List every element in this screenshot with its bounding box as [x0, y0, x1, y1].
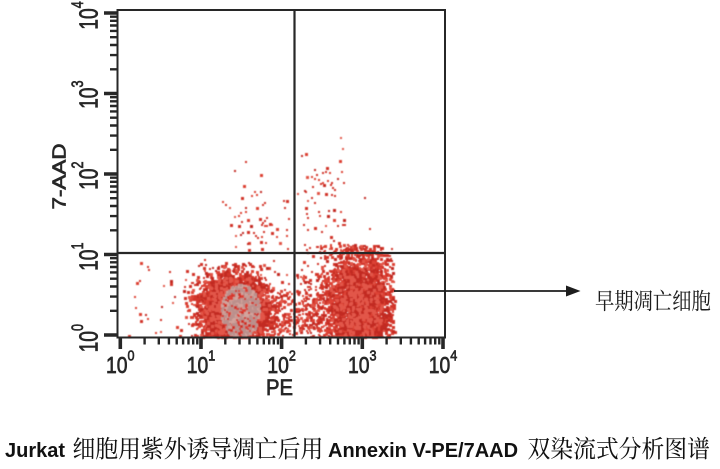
- svg-text:101: 101: [187, 346, 216, 378]
- svg-text:100: 100: [106, 346, 135, 378]
- svg-text:Jurkat: Jurkat: [5, 440, 65, 462]
- svg-text:Annexin V-PE/7AAD: Annexin V-PE/7AAD: [328, 440, 518, 462]
- svg-text:103: 103: [68, 81, 103, 109]
- svg-text:PE: PE: [266, 376, 293, 400]
- svg-text:104: 104: [429, 346, 458, 378]
- svg-text:104: 104: [68, 1, 103, 29]
- svg-text:100: 100: [68, 324, 103, 352]
- svg-text:101: 101: [68, 243, 103, 271]
- svg-text:102: 102: [267, 346, 295, 378]
- svg-text:7-AAD: 7-AAD: [50, 143, 70, 209]
- svg-text:102: 102: [68, 162, 103, 190]
- svg-text:103: 103: [348, 346, 377, 378]
